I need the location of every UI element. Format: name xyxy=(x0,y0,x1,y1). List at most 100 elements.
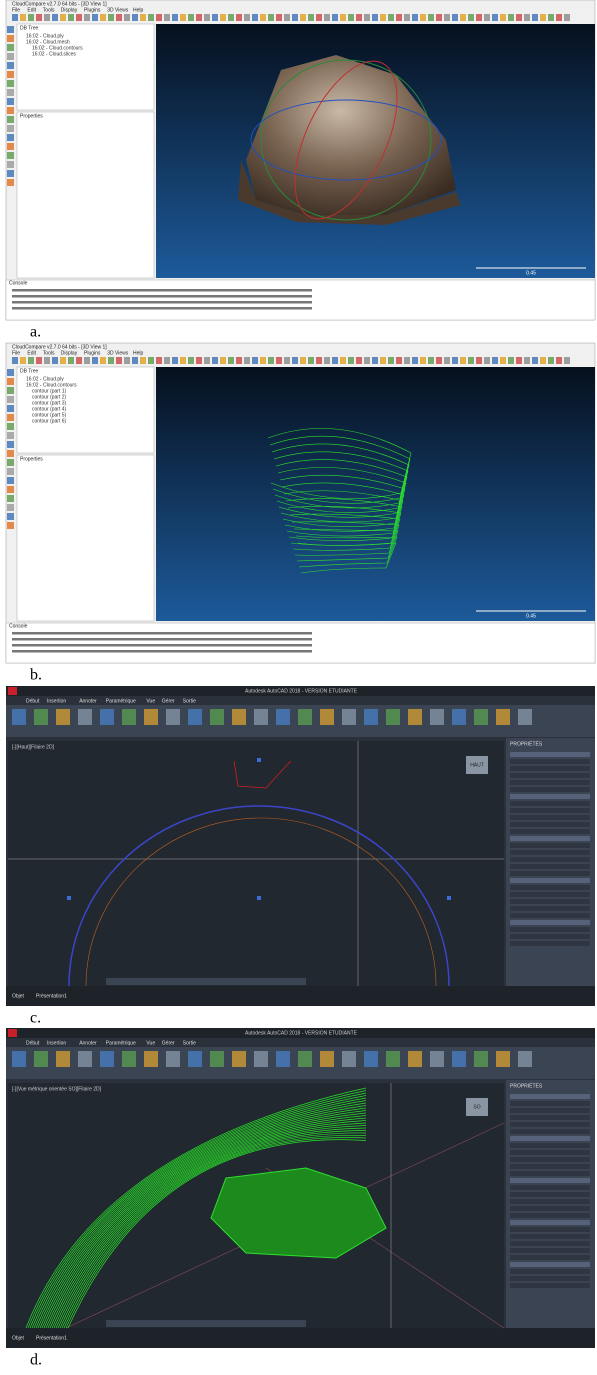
contour xyxy=(57,1127,367,1329)
toolbar-icon xyxy=(52,14,58,21)
property-row xyxy=(510,1115,590,1120)
toolbar-icon xyxy=(340,357,346,364)
property-row xyxy=(510,1199,590,1204)
ribbon-icon xyxy=(144,1051,158,1067)
toolbar-icon xyxy=(388,14,394,21)
view-cube xyxy=(466,1098,488,1116)
ribbon-icon xyxy=(364,709,378,725)
toolbar-icon xyxy=(132,14,138,21)
ribbon-icon xyxy=(430,709,444,725)
tree-item: contour (part 3) xyxy=(32,400,67,406)
db-tree xyxy=(16,23,155,111)
console-line xyxy=(12,295,312,298)
toolbar-icon xyxy=(84,14,90,21)
toolbar-icon xyxy=(564,357,570,364)
ribbon-icon xyxy=(254,1051,268,1067)
toolbar-icon xyxy=(348,357,354,364)
toolbar-icon xyxy=(68,357,74,364)
toolbar-icon xyxy=(252,357,258,364)
toolbar-icon xyxy=(388,357,394,364)
toolbar-icon xyxy=(124,357,130,364)
toolbar-icon xyxy=(20,14,26,21)
toolbar-icon xyxy=(420,14,426,21)
title-bar xyxy=(6,686,595,696)
status-bar xyxy=(6,1328,595,1348)
side-icon xyxy=(7,522,14,529)
toolbar-icon xyxy=(228,14,234,21)
ribbon-tab: Annoter xyxy=(79,1040,97,1046)
toolbar-icon xyxy=(100,14,106,21)
toolbar-icon xyxy=(260,357,266,364)
toolbar-icon xyxy=(332,357,338,364)
contour xyxy=(267,428,412,499)
palette-title: PROPRIÉTÉS xyxy=(510,740,543,747)
ribbon-tab: Paramétrique xyxy=(106,1040,136,1046)
grip xyxy=(257,896,261,900)
property-row xyxy=(510,941,590,946)
ribbon-icon xyxy=(12,1051,26,1067)
toolbar-icon xyxy=(372,14,378,21)
app-logo xyxy=(8,687,17,695)
ribbon-icon xyxy=(408,1051,422,1067)
side-icon xyxy=(7,152,14,159)
ribbon-icon xyxy=(78,1051,92,1067)
console-line xyxy=(12,289,312,292)
toolbar-icon xyxy=(452,14,458,21)
contour xyxy=(283,490,404,537)
rock-mesh xyxy=(210,1167,387,1259)
toolbar-icon xyxy=(524,357,530,364)
grip xyxy=(447,896,451,900)
ribbon-icon xyxy=(122,1051,136,1067)
side-icon xyxy=(7,35,14,42)
ribbon-icon xyxy=(386,1051,400,1067)
ribbon-tab: Sortie xyxy=(183,698,196,704)
tree-item: 16:02 - Cloud.ply xyxy=(26,376,64,382)
toolbar-icon xyxy=(236,14,242,21)
contour xyxy=(277,467,407,523)
property-row xyxy=(510,822,590,827)
panel-title: Console xyxy=(9,623,28,629)
toolbar-icon xyxy=(540,14,546,21)
contour xyxy=(47,1115,367,1329)
menu-item: Tools xyxy=(43,7,55,13)
toolbar-icon xyxy=(532,357,538,364)
toolbar-icon xyxy=(508,357,514,364)
panel-label: a. xyxy=(30,324,41,341)
side-icon xyxy=(7,504,14,511)
side-icon xyxy=(7,432,14,439)
toolbar-icon xyxy=(60,357,66,364)
contour xyxy=(61,1132,367,1329)
toolbar-icon xyxy=(404,14,410,21)
menu-item: File xyxy=(12,350,20,356)
contour xyxy=(59,1130,367,1329)
tree-item: 16:02 - Cloud.contours xyxy=(26,382,77,388)
contour xyxy=(67,1139,367,1329)
toolbar-icon xyxy=(196,357,202,364)
toolbar-icon xyxy=(300,357,306,364)
toolbar-icon xyxy=(124,14,130,21)
contour xyxy=(293,528,399,562)
contour xyxy=(269,435,411,504)
command-line xyxy=(106,978,306,985)
toolbar-icon xyxy=(28,14,34,21)
ribbon-icon xyxy=(188,1051,202,1067)
view-cube-label: SO xyxy=(473,1104,480,1110)
toolbar-icon xyxy=(276,357,282,364)
toolbar-icon xyxy=(548,14,554,21)
contour xyxy=(55,1125,367,1329)
toolbar-icon xyxy=(492,14,498,21)
toolbar-icon xyxy=(308,14,314,21)
console-line xyxy=(12,650,312,653)
toolbar-icon xyxy=(540,357,546,364)
toolbar-icon xyxy=(156,357,162,364)
panel-title: Properties xyxy=(20,456,43,462)
contour xyxy=(297,542,397,574)
toolbar-icon xyxy=(212,357,218,364)
property-row xyxy=(510,1185,590,1190)
ribbon-icon xyxy=(320,1051,334,1067)
toolbar-icon xyxy=(52,357,58,364)
screenshot: Autodesk AutoCAD 2018 - VERSION ETUDIANT… xyxy=(6,686,595,1006)
side-icon xyxy=(7,468,14,475)
toolbar-icon xyxy=(100,357,106,364)
